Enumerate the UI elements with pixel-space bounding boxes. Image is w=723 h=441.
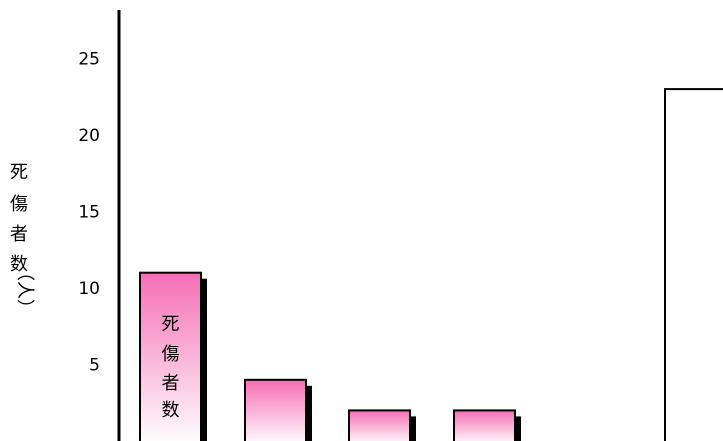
y-tick-label: 10 [78,279,100,299]
y-tick-labels: 5 10 15 20 25 [78,50,100,376]
bar [664,88,723,441]
bar [453,409,516,441]
y-axis-label-char: 傷 [10,194,28,215]
bar [244,378,307,441]
bar [139,271,202,441]
bar-label-char: 傷 [162,344,180,365]
y-tick-label: 5 [89,356,100,376]
y-tick-label: 20 [78,126,100,146]
bar-label-char: 数 [162,400,180,421]
y-axis-label-char: 者 [10,224,28,245]
bars [139,88,723,441]
bar [348,409,411,441]
bar-label-char: 者 [162,373,180,394]
y-tick-label: 25 [78,50,100,70]
y-axis-label-char: （人） [14,263,35,317]
y-axis-label-char: 数 [10,254,28,275]
y-tick-label: 15 [78,203,100,223]
y-axis-label-char: 死 [10,162,28,183]
bar-label-char: 死 [162,314,180,335]
